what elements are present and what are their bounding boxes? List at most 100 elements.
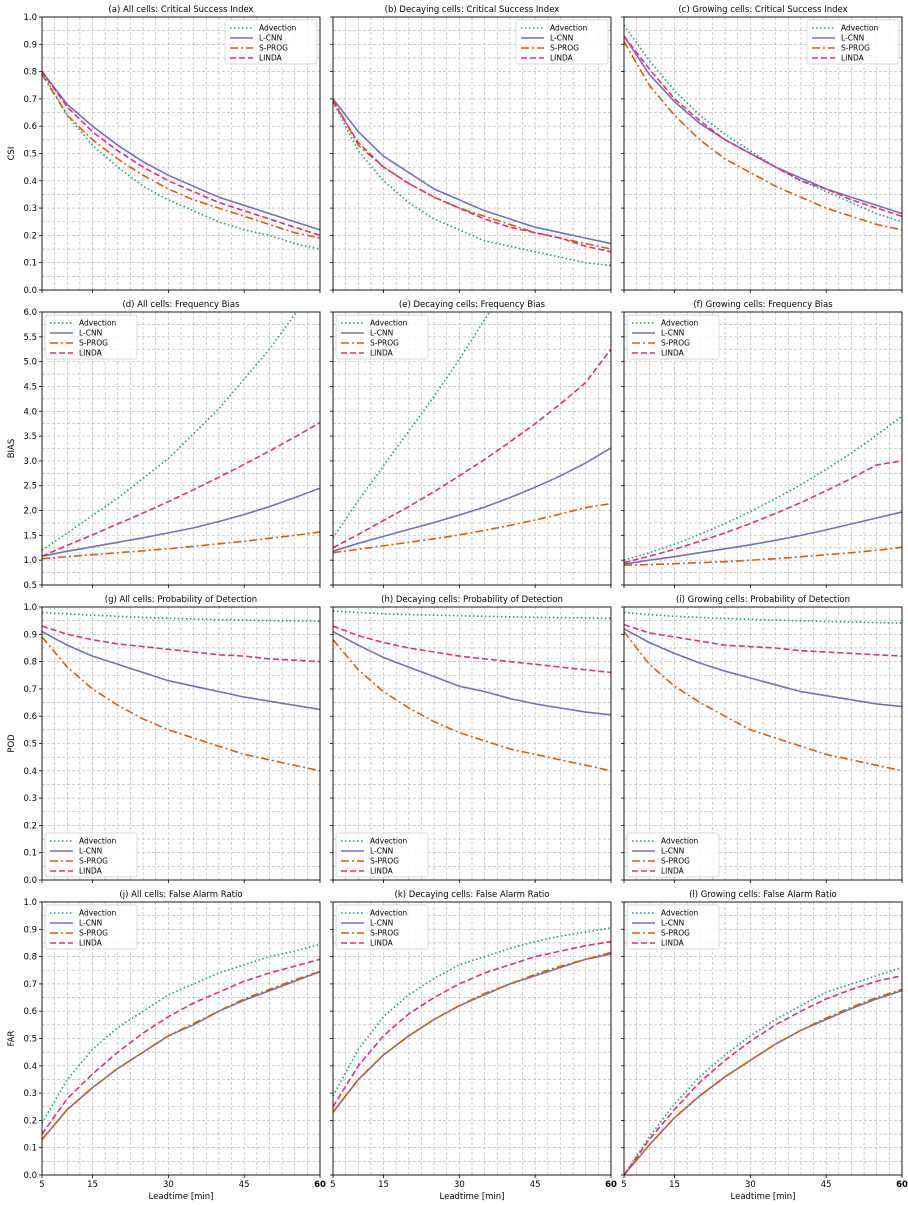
y-tick-label: 1.0 [23, 13, 37, 23]
series-line-advection [42, 312, 298, 551]
x-tick-label: 15 [669, 1180, 680, 1190]
series-line-linda [624, 460, 902, 564]
series-line-s-prog [42, 73, 320, 239]
y-tick-label: 0.8 [23, 68, 37, 78]
y-tick-label: 0.0 [23, 876, 37, 886]
series-line-linda [333, 625, 611, 674]
legend-label: LINDA [661, 867, 685, 876]
panel-2-2: (i) Growing cells: Probability of Detect… [621, 595, 903, 883]
y-tick-label: 0.4 [23, 767, 37, 777]
x-tick-label: 60 [896, 1180, 908, 1190]
y-tick-label: 1.5 [23, 531, 37, 541]
x-tick-label: 60 [314, 1180, 326, 1190]
x-tick-label: 30 [745, 1180, 756, 1190]
panel-title: (f) Growing cells: Frequency Bias [693, 300, 833, 310]
y-tick-label: 6.0 [23, 308, 37, 318]
legend-label: Advection [661, 837, 699, 846]
series-line-linda [624, 974, 902, 1175]
series-line-s-prog [42, 970, 320, 1141]
x-tick-label: 45 [239, 1180, 250, 1190]
series-line-l-cnn [624, 511, 902, 565]
y-tick-label: 0.9 [23, 925, 37, 935]
legend-label: Advection [79, 837, 117, 846]
y-tick-label: 0.6 [23, 1007, 37, 1017]
legend-label: L-CNN [259, 34, 282, 43]
x-tick-label: 5 [330, 1180, 335, 1190]
legend-label: LINDA [370, 939, 394, 948]
legend-label: Advection [841, 24, 879, 33]
panel-2-1: (h) Decaying cells: Probability of Detec… [330, 595, 612, 883]
legend-box [806, 19, 900, 65]
y-tick-label: 0.1 [23, 1144, 37, 1154]
plot-frame [332, 311, 612, 586]
legend-box [44, 904, 138, 950]
x-tick-label: 30 [163, 1180, 174, 1190]
legend-label: S-PROG [259, 44, 288, 53]
panel-0-2: (c) Growing cells: Critical Success Inde… [621, 5, 903, 293]
legend-box [335, 904, 429, 950]
panel-0-0: (a) All cells: Critical Success Index 0.0… [7, 5, 321, 296]
panel-1-0: (d) All cells: Frequency Bias 0.5 1.0 1.5 2.… [7, 300, 321, 591]
series-line-s-prog [624, 546, 902, 566]
y-tick-label: 0.3 [23, 204, 37, 214]
panel-title: (c) Growing cells: Critical Success Inde… [678, 5, 847, 15]
y-tick-label: 3.5 [23, 432, 37, 442]
legend-label: S-PROG [79, 929, 108, 938]
y-tick-label: 3.0 [23, 457, 37, 467]
x-tick-label: 5 [621, 1180, 626, 1190]
x-axis-label: Leadtime [min] [149, 1192, 214, 1202]
legend-label: LINDA [79, 867, 103, 876]
series-line-l-cnn [42, 71, 320, 231]
series-line-advection [624, 415, 902, 561]
y-tick-label: 0.6 [23, 712, 37, 722]
legend-box [44, 314, 138, 360]
series-line-s-prog [333, 502, 611, 554]
series-line-linda [42, 625, 320, 663]
series-line-advection [42, 943, 320, 1124]
y-tick-label: 0.6 [23, 122, 37, 132]
series-line-linda [333, 101, 611, 253]
y-tick-label: 1.0 [23, 898, 37, 908]
legend-label: L-CNN [370, 919, 393, 928]
series-line-advection [624, 24, 902, 223]
x-tick-label: 60 [605, 1180, 617, 1190]
legend-label: S-PROG [370, 857, 399, 866]
y-tick-label: 0.3 [23, 794, 37, 804]
legend-label: L-CNN [370, 329, 393, 338]
series-line-s-prog [624, 631, 902, 772]
legend-label: L-CNN [370, 847, 393, 856]
legend-label: S-PROG [370, 339, 399, 348]
legend-label: S-PROG [550, 44, 579, 53]
series-line-linda [42, 422, 320, 557]
plot-frame [41, 311, 321, 586]
y-tick-label: 0.9 [23, 40, 37, 50]
panel-3-0: (j) All cells: False Alarm Ratio 5 15 30 45 6… [7, 890, 326, 1202]
y-tick-label: 0.8 [23, 658, 37, 668]
y-axis-label: POD [7, 734, 17, 753]
y-tick-label: 4.0 [23, 407, 37, 417]
x-tick-label: 5 [39, 1180, 44, 1190]
plot-frame [623, 311, 903, 586]
x-tick-label: 15 [87, 1180, 98, 1190]
legend-label: S-PROG [841, 44, 870, 53]
panel-title: (k) Decaying cells: False Alarm Ratio [395, 890, 550, 900]
legend-label: LINDA [661, 939, 685, 948]
series-line-linda [624, 35, 902, 218]
legend-box [44, 832, 138, 878]
panel-title: (i) Growing cells: Probability of Detect… [676, 595, 850, 605]
y-tick-label: 0.5 [23, 150, 37, 160]
y-tick-label: 1.0 [23, 556, 37, 566]
series-line-linda [333, 940, 611, 1108]
x-tick-label: 15 [378, 1180, 389, 1190]
series-line-s-prog [333, 639, 611, 772]
series-line-linda [624, 623, 902, 657]
x-tick-label: 45 [821, 1180, 832, 1190]
panel-title: (h) Decaying cells: Probability of Detec… [381, 595, 563, 605]
y-tick-label: 0.5 [23, 740, 37, 750]
legend-label: Advection [550, 24, 588, 33]
